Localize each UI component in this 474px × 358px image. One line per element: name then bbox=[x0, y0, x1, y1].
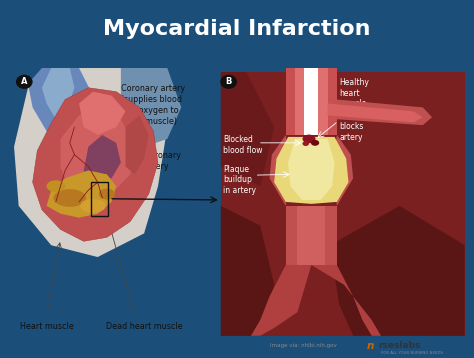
Polygon shape bbox=[286, 206, 337, 265]
Polygon shape bbox=[328, 103, 423, 122]
Polygon shape bbox=[33, 88, 158, 241]
Polygon shape bbox=[274, 137, 348, 204]
Polygon shape bbox=[221, 72, 274, 186]
Polygon shape bbox=[304, 68, 319, 135]
Text: B: B bbox=[226, 77, 232, 86]
Polygon shape bbox=[297, 206, 325, 265]
Polygon shape bbox=[270, 135, 291, 206]
Ellipse shape bbox=[80, 199, 106, 213]
Polygon shape bbox=[14, 68, 167, 257]
Text: Blocked
blood flow: Blocked blood flow bbox=[223, 135, 263, 155]
Bar bbox=[221, 72, 465, 336]
Polygon shape bbox=[221, 206, 274, 336]
Polygon shape bbox=[337, 100, 432, 125]
Text: Plaque
buildup
in artery: Plaque buildup in artery bbox=[223, 165, 256, 195]
Text: n: n bbox=[367, 341, 374, 351]
Text: Image via: nhlbi.nih.gov: Image via: nhlbi.nih.gov bbox=[270, 343, 336, 348]
Polygon shape bbox=[28, 68, 93, 139]
Polygon shape bbox=[46, 170, 116, 218]
Text: Heart muscle: Heart muscle bbox=[20, 322, 73, 331]
Text: Coronary artery
(supplies blood
and oxygen to
heart muscle): Coronary artery (supplies blood and oxyg… bbox=[101, 84, 185, 126]
Polygon shape bbox=[61, 107, 135, 202]
Polygon shape bbox=[126, 115, 149, 174]
Polygon shape bbox=[79, 92, 126, 135]
Ellipse shape bbox=[54, 189, 86, 207]
Bar bbox=[91, 182, 109, 216]
Text: Coronary
artery: Coronary artery bbox=[127, 146, 181, 171]
Text: A: A bbox=[21, 77, 27, 86]
Ellipse shape bbox=[311, 140, 319, 146]
Text: Myocardial Infarction: Myocardial Infarction bbox=[103, 19, 371, 39]
Text: Blood clot
blocks
artery: Blood clot blocks artery bbox=[339, 111, 377, 142]
Polygon shape bbox=[84, 135, 121, 182]
Circle shape bbox=[16, 75, 33, 89]
Polygon shape bbox=[332, 135, 353, 206]
Polygon shape bbox=[295, 68, 328, 135]
Ellipse shape bbox=[302, 141, 309, 146]
Polygon shape bbox=[42, 68, 74, 119]
Polygon shape bbox=[286, 68, 337, 135]
Ellipse shape bbox=[46, 180, 65, 192]
Polygon shape bbox=[251, 265, 311, 336]
Polygon shape bbox=[311, 265, 381, 336]
Text: Healthy
heart
muscle: Healthy heart muscle bbox=[339, 78, 369, 108]
Text: FOR ALL YOUR NURSING NEEDS: FOR ALL YOUR NURSING NEEDS bbox=[381, 351, 443, 355]
Circle shape bbox=[220, 75, 237, 89]
Ellipse shape bbox=[302, 135, 316, 143]
Polygon shape bbox=[288, 139, 335, 200]
Polygon shape bbox=[330, 206, 465, 336]
Text: Dead heart muscle: Dead heart muscle bbox=[106, 322, 182, 331]
Ellipse shape bbox=[99, 189, 115, 199]
Polygon shape bbox=[121, 68, 181, 147]
Text: rseslabs: rseslabs bbox=[379, 341, 421, 350]
